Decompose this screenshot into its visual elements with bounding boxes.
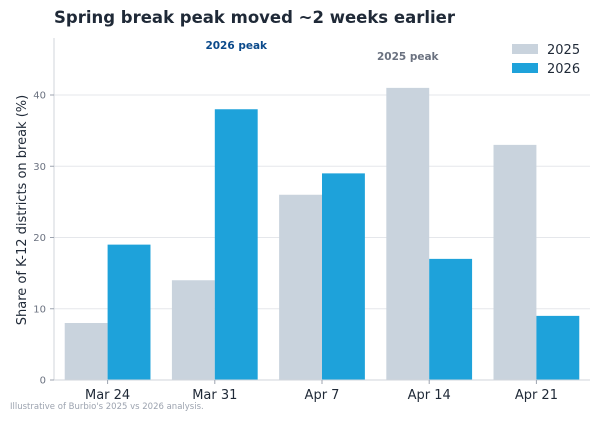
x-tick-label: Mar 24 <box>85 388 130 403</box>
legend: 2025 2026 <box>512 43 580 77</box>
bar-2025-mar-31 <box>171 280 215 380</box>
bar-2026-mar-31 <box>214 109 258 380</box>
legend-swatch-2025 <box>512 44 538 54</box>
chart-title: Spring break peak moved ~2 weeks earlier <box>54 8 456 27</box>
y-axis-label: Share of K-12 districts on break (%) <box>15 95 30 325</box>
peak-annotation: 2026 peak <box>205 40 268 52</box>
bar-2026-apr-14 <box>429 258 473 380</box>
bar-2025-apr-14 <box>386 87 430 380</box>
annotations: 2026 peak 2025 peak <box>205 40 439 63</box>
y-tick-label: 40 <box>33 91 46 102</box>
bar-2026-apr-21 <box>536 315 580 380</box>
y-tick-label: 30 <box>33 162 46 173</box>
legend-label: 2026 <box>547 62 580 77</box>
x-tick-label: Mar 31 <box>192 388 237 403</box>
bar-2025-apr-21 <box>493 144 537 380</box>
tick-labels: 0 10 20 30 40 Mar 24 Mar 31 Apr 7 Apr 14 Apr 21 <box>33 91 558 404</box>
bar-2025-apr-7 <box>279 194 322 380</box>
bar-2026-apr-7 <box>322 173 365 380</box>
legend-label: 2025 <box>547 43 580 58</box>
x-tick-label: Apr 7 <box>305 388 340 403</box>
peak-annotation: 2025 peak <box>377 51 440 63</box>
y-tick-label: 20 <box>33 233 46 244</box>
bars <box>64 87 580 380</box>
y-tick-label: 10 <box>33 304 46 315</box>
legend-swatch-2026 <box>512 63 538 73</box>
y-tick-label: 0 <box>40 376 46 387</box>
x-tick-label: Apr 21 <box>515 388 558 403</box>
x-tick-label: Apr 14 <box>408 388 451 403</box>
footnote: Illustrative of Burbio's 2025 vs 2026 an… <box>10 402 204 412</box>
bar-2026-mar-24 <box>107 244 151 380</box>
bar-2025-mar-24 <box>64 323 108 380</box>
